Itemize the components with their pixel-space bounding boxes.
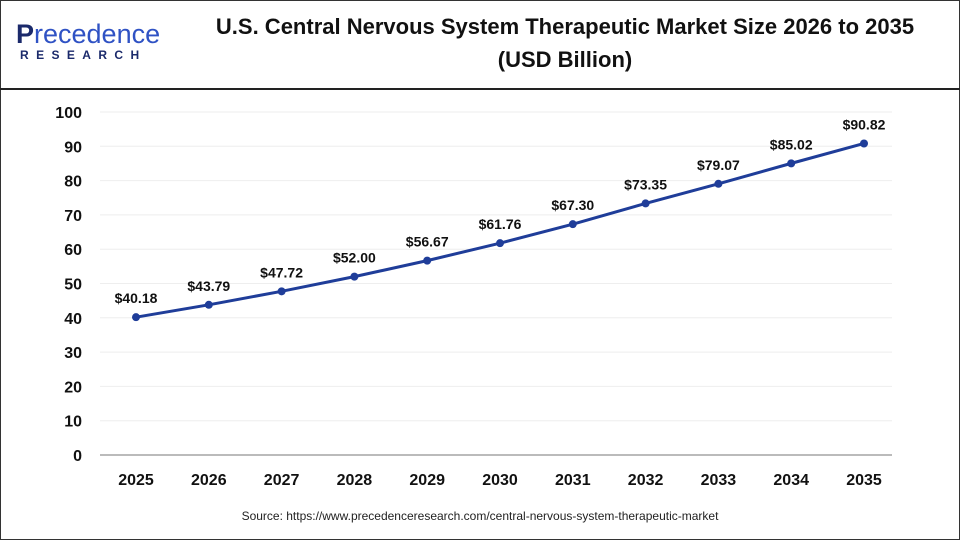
data-label: $61.76 <box>479 216 522 232</box>
x-tick-label: 2033 <box>701 472 737 489</box>
x-tick-label: 2035 <box>846 472 882 489</box>
x-tick-label: 2028 <box>337 472 373 489</box>
y-tick-label: 70 <box>64 208 82 225</box>
data-point <box>860 139 868 148</box>
y-tick-label: 80 <box>64 174 82 191</box>
x-tick-label: 2032 <box>628 472 664 489</box>
x-tick-label: 2031 <box>555 472 591 489</box>
data-label: $67.30 <box>551 197 594 213</box>
x-tick-label: 2029 <box>409 472 445 489</box>
data-point <box>350 272 359 281</box>
data-label: $47.72 <box>260 264 303 280</box>
precedence-research-logo: Precedence RESEARCH <box>16 19 161 62</box>
x-tick-label: 2030 <box>482 472 518 489</box>
data-point <box>423 256 432 265</box>
header: Precedence RESEARCH U.S. Central Nervous… <box>0 0 960 90</box>
y-tick-label: 30 <box>64 345 82 362</box>
data-point <box>277 287 286 296</box>
data-label: $79.07 <box>697 157 740 173</box>
data-point <box>132 313 140 322</box>
y-tick-label: 60 <box>64 242 82 259</box>
data-point <box>714 179 723 188</box>
y-tick-label: 20 <box>64 379 82 396</box>
y-tick-label: 90 <box>64 139 82 156</box>
source-text: Source: https://www.precedenceresearch.c… <box>241 509 719 523</box>
data-point <box>641 199 650 208</box>
x-tick-label: 2027 <box>264 472 300 489</box>
data-point <box>787 159 796 168</box>
data-point <box>496 239 504 248</box>
data-point <box>568 220 577 229</box>
data-label: $56.67 <box>406 234 449 250</box>
data-label: $43.79 <box>187 278 230 294</box>
data-label: $73.35 <box>624 176 667 192</box>
data-label: $85.02 <box>770 136 813 152</box>
x-tick-label: 2025 <box>118 472 154 489</box>
data-label: $40.18 <box>115 290 158 306</box>
data-label: $52.00 <box>333 250 376 266</box>
y-tick-label: 0 <box>73 448 82 465</box>
x-tick-label: 2026 <box>191 472 227 489</box>
x-tick-label: 2034 <box>773 472 809 489</box>
data-label: $90.82 <box>843 116 886 132</box>
chart-title: U.S. Central Nervous System Therapeutic … <box>215 14 915 72</box>
y-tick-label: 40 <box>64 311 82 328</box>
y-tick-label: 10 <box>64 414 82 431</box>
y-tick-label: 50 <box>64 277 82 294</box>
data-point <box>204 300 213 309</box>
y-tick-label: 100 <box>55 105 82 122</box>
